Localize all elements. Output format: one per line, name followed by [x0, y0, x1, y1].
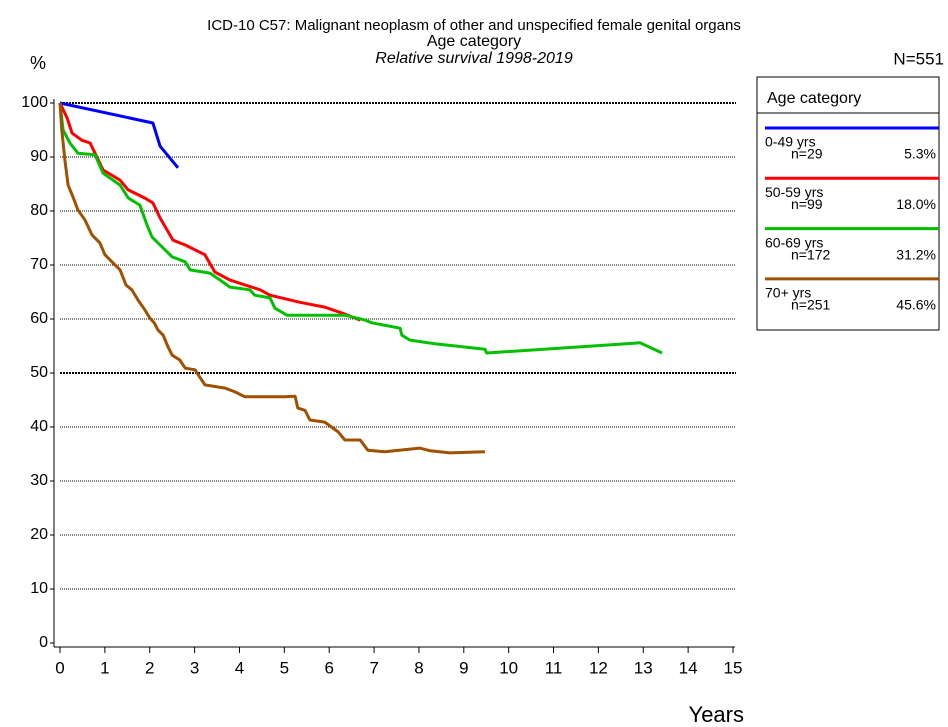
- legend-label: 70+ yrs: [765, 285, 811, 301]
- x-tick-label: 4: [235, 658, 244, 677]
- legend-share: 18.0%: [896, 196, 936, 212]
- chart-title: ICD-10 C57: Malignant neoplasm of other …: [207, 17, 741, 34]
- legend-share: 45.6%: [896, 297, 936, 313]
- x-tick-label: 10: [499, 658, 518, 677]
- x-tick-label: 3: [190, 658, 199, 677]
- x-tick-label: 7: [369, 658, 378, 677]
- y-tick-label: 20: [30, 526, 48, 543]
- total-count: N=551: [893, 49, 944, 68]
- legend-count: n=172: [791, 246, 831, 262]
- series-line: [58, 102, 485, 455]
- x-tick-label: 11: [545, 658, 563, 677]
- x-tick-label: 13: [634, 658, 653, 677]
- series-line: [58, 102, 361, 322]
- x-tick-label: 12: [589, 658, 608, 677]
- y-axis-label: %: [30, 53, 46, 73]
- y-tick-label: 100: [21, 94, 48, 111]
- x-tick-label: 5: [280, 658, 289, 677]
- legend-box: [756, 76, 940, 331]
- legend-share: 31.2%: [896, 246, 936, 262]
- x-tick-label: 15: [724, 658, 743, 677]
- y-tick-label: 70: [30, 256, 48, 273]
- y-tick-label: 0: [39, 634, 48, 651]
- x-tick-label: 0: [55, 658, 64, 677]
- x-tick-label: 8: [414, 658, 423, 677]
- legend-count: n=29: [791, 146, 823, 162]
- legend-share: 5.3%: [904, 146, 936, 162]
- series-line: [58, 102, 663, 355]
- x-axis-label: Years: [689, 702, 744, 727]
- y-tick-label: 10: [30, 580, 48, 597]
- y-tick-label: 60: [30, 310, 48, 327]
- legend-label: 50-59 yrs: [765, 184, 823, 200]
- legend-label: 60-69 yrs: [765, 234, 823, 250]
- legend-title: Age category: [767, 90, 861, 107]
- y-tick-label: 40: [30, 418, 48, 435]
- legend-count: n=251: [791, 297, 831, 313]
- chart-subtitle: Relative survival 1998-2019: [375, 50, 573, 67]
- legend-count: n=99: [791, 196, 823, 212]
- x-tick-label: 6: [324, 658, 333, 677]
- y-tick-label: 30: [30, 472, 48, 489]
- x-tick-label: 2: [145, 658, 154, 677]
- y-tick-label: 90: [30, 148, 48, 165]
- y-tick-label: 50: [30, 364, 48, 381]
- legend-label: 0-49 yrs: [765, 134, 816, 150]
- series-line: [59, 101, 180, 169]
- chart-subtitle: Age category: [427, 33, 521, 50]
- x-tick-label: 9: [459, 658, 468, 677]
- x-tick-label: 14: [679, 658, 698, 677]
- y-tick-label: 80: [30, 202, 48, 219]
- x-tick-label: 1: [100, 658, 109, 677]
